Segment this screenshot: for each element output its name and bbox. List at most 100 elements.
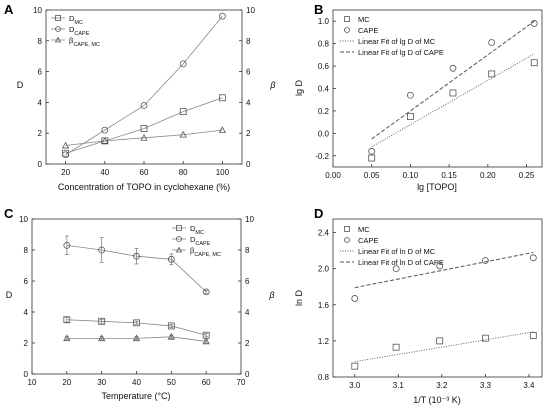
panel-d-x-tick-label: 3.4 bbox=[523, 381, 535, 390]
panel-b-y-tick-label: 0.6 bbox=[318, 62, 330, 71]
panel-a-right-tick-label: 2 bbox=[246, 129, 251, 138]
panel-a-series-2-point bbox=[179, 60, 187, 68]
panel-c-right-tick-label: 0 bbox=[245, 370, 250, 379]
panel-b-series-2-point bbox=[368, 147, 376, 155]
panel-b-y-tick-label: 1.0 bbox=[318, 17, 330, 26]
panel-c-y-tick-label: 6 bbox=[24, 277, 29, 286]
panel-c-series-3-point bbox=[97, 334, 106, 342]
panel-c-series-2-point bbox=[63, 241, 71, 249]
panel-a-series-3-point bbox=[218, 126, 227, 133]
panel-d-series-2-point bbox=[392, 265, 400, 273]
panel-c-legend-marker bbox=[175, 246, 183, 253]
panel-d-legend-label: MC bbox=[358, 225, 370, 234]
panel-d-legend-marker bbox=[344, 237, 350, 243]
panel-b-letter: B bbox=[314, 2, 323, 17]
panel-c-series-1-point bbox=[133, 319, 140, 327]
panel-b-fit-line-2 bbox=[371, 20, 535, 140]
panel-a-legend-marker bbox=[55, 26, 61, 32]
panel-c-series-1-point bbox=[98, 317, 106, 325]
panel-a-series-1-point bbox=[218, 94, 226, 102]
panel-b-x-tick-label: 0.05 bbox=[364, 171, 380, 180]
panel-a-series-3-line bbox=[65, 129, 223, 146]
panel-b-series-1-point bbox=[488, 70, 496, 78]
panel-b-x-tick-label: 0.25 bbox=[519, 171, 535, 180]
panel-c-right-tick-label: 2 bbox=[245, 339, 250, 348]
panel-d-series-2-point bbox=[481, 257, 489, 264]
panel-c-series-3-point bbox=[202, 337, 210, 345]
panel-b-x-tick-label: 0.15 bbox=[441, 171, 457, 180]
panel-a-series-1-point bbox=[140, 125, 148, 132]
panel-c-series-2-point bbox=[133, 252, 140, 260]
panel-a-legend-marker bbox=[55, 15, 61, 21]
panel-d-series-1-point bbox=[351, 362, 359, 370]
panel-b-series-1-point bbox=[530, 59, 538, 67]
panel-c-series-3-point bbox=[167, 332, 176, 340]
panel-b-legend-marker bbox=[344, 16, 350, 22]
panel-a-right-axis-label: β bbox=[269, 80, 275, 90]
panel-d-x-tick-label: 3.0 bbox=[349, 381, 361, 390]
panel-a-letter: A bbox=[4, 2, 14, 17]
panel-a-series-1-line bbox=[65, 97, 223, 154]
panel-d-legend-marker bbox=[344, 226, 350, 232]
panel-a-x-axis-label: Concentration of TOPO in cyclohexane (%) bbox=[58, 182, 230, 192]
panel-c-series-3-point bbox=[63, 334, 71, 342]
panel-d-legend-fit-label: Linear Fit of ln D of MC bbox=[358, 247, 436, 256]
panel-d-x-tick-label: 3.3 bbox=[480, 381, 492, 390]
panel-a-series-3-point bbox=[140, 133, 148, 141]
panel-d-legend-label: CAPE bbox=[358, 236, 378, 245]
panel-a-legend-label: DCAPE bbox=[69, 25, 90, 37]
panel-a-series-3-point bbox=[179, 130, 187, 138]
panel-c-right-tick-label: 8 bbox=[245, 246, 250, 255]
panel-a-x-tick-label: 60 bbox=[140, 168, 149, 177]
panel-a-series-1-point bbox=[179, 108, 187, 116]
panel-d-series-2-point bbox=[529, 254, 537, 262]
panel-b: B lg [TOPO] lg D MC CAPE Linear Fit of lg … bbox=[294, 2, 543, 192]
panel-c-x-tick-label: 70 bbox=[237, 378, 246, 387]
panel-a-series-2-line bbox=[65, 15, 223, 156]
panel-d-y-tick-label: 2.0 bbox=[318, 265, 330, 274]
panel-c-x-tick-label: 60 bbox=[202, 378, 211, 387]
panel-b-series-2-point bbox=[407, 91, 414, 99]
panel-c-y-axis-label: D bbox=[6, 290, 13, 300]
panel-c-letter: C bbox=[4, 206, 14, 221]
panel-c-y-tick-label: 2 bbox=[24, 339, 29, 348]
panel-d-series-1-point bbox=[436, 337, 444, 345]
panel-d-y-tick-label: 1.2 bbox=[318, 337, 330, 346]
panel-a-y-tick-label: 6 bbox=[38, 68, 43, 77]
panel-b-legend-label: CAPE bbox=[358, 26, 378, 35]
panel-c-legend-label: DCAPE bbox=[190, 235, 211, 247]
panel-c-x-tick-label: 10 bbox=[28, 378, 37, 387]
panel-a-series-2-point bbox=[218, 12, 226, 20]
panel-c-legend-label: DMC bbox=[190, 224, 204, 236]
panel-c-series-3-point bbox=[132, 334, 141, 342]
panel-c-y-tick-label: 4 bbox=[24, 308, 29, 317]
panel-d-fit-line-2 bbox=[354, 251, 534, 289]
panel-a-x-tick-label: 80 bbox=[179, 168, 188, 177]
panel-c-legend-marker bbox=[176, 225, 182, 231]
panel-a-right-tick-label: 10 bbox=[246, 6, 255, 15]
panel-a-legend-label: βCAPE, MC bbox=[69, 36, 100, 48]
panel-b-x-tick-label: 0.10 bbox=[403, 171, 419, 180]
panel-a-right-tick-label: 4 bbox=[246, 98, 251, 107]
panel-b-legend-label: MC bbox=[358, 15, 370, 24]
panel-d-y-tick-label: 1.6 bbox=[318, 301, 330, 310]
panel-c-series-1-point bbox=[63, 316, 71, 324]
panel-a-right-tick-label: 6 bbox=[246, 68, 251, 77]
panel-c-series-2-point bbox=[98, 246, 106, 254]
panel-b-series-1-point bbox=[407, 113, 414, 120]
panel-b-y-tick-label: 0.8 bbox=[318, 40, 330, 49]
panel-b-x-tick-label: 0.00 bbox=[325, 171, 341, 180]
panel-d-series-1-point bbox=[481, 334, 489, 342]
panel-b-x-tick-label: 0.20 bbox=[480, 171, 496, 180]
panel-c-legend-marker bbox=[176, 236, 182, 242]
panel-b-series-2-point bbox=[449, 64, 457, 72]
panel-c-series-2-point bbox=[167, 255, 175, 263]
panel-d-fit-line-1 bbox=[354, 331, 534, 363]
panel-b-y-tick-label: 0.0 bbox=[318, 129, 330, 138]
panel-a-series-2-point bbox=[140, 102, 148, 109]
panel-a-right-tick-label: 0 bbox=[246, 160, 251, 169]
panel-d-y-tick-label: 2.4 bbox=[318, 229, 330, 238]
panel-d-y-tick-label: 0.8 bbox=[318, 373, 330, 382]
panel-c-y-tick-label: 8 bbox=[24, 246, 29, 255]
panel-d-plot-frame bbox=[332, 218, 543, 378]
